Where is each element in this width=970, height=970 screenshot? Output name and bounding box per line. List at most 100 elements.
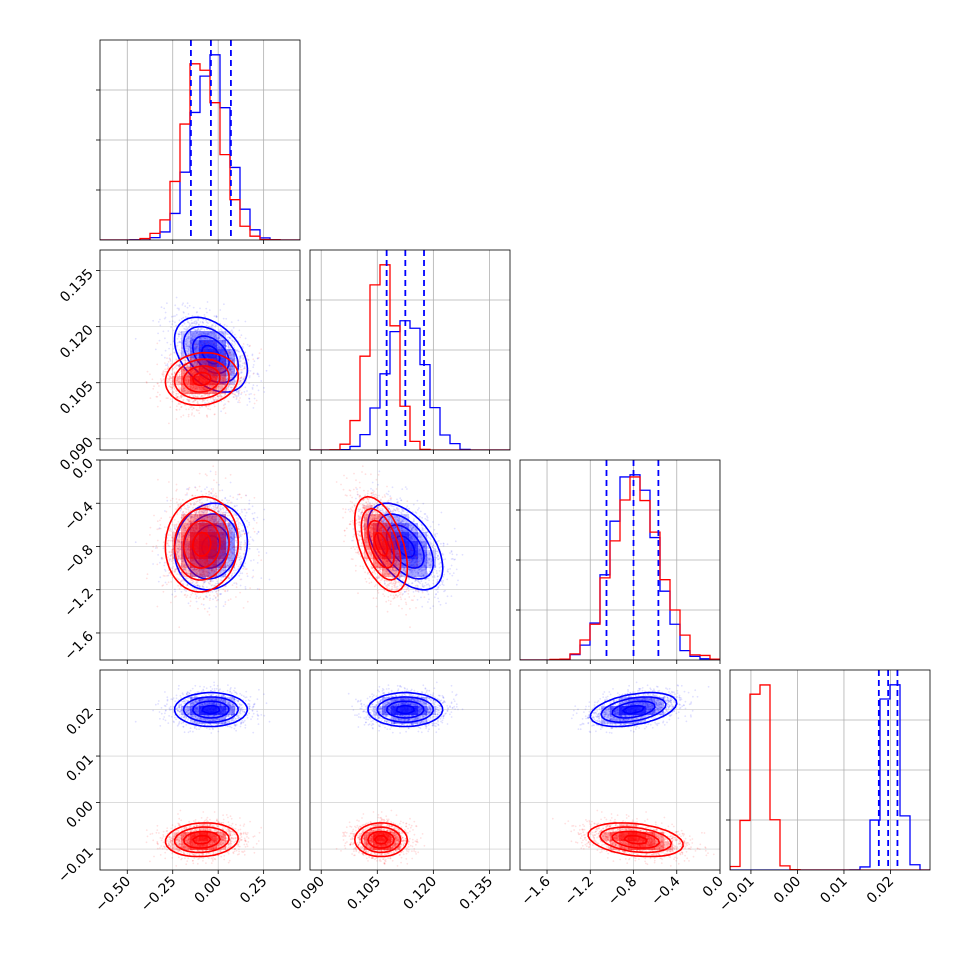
sample-point — [242, 380, 245, 383]
sample-point — [248, 393, 251, 396]
sample-point — [228, 368, 231, 371]
sample-point — [233, 396, 235, 398]
sample-point — [224, 374, 227, 377]
sample-point — [178, 397, 181, 400]
sample-point — [240, 334, 243, 337]
sample-point — [232, 382, 235, 384]
sample-point — [219, 309, 222, 311]
sample-point — [219, 346, 221, 349]
sample-point — [225, 373, 228, 375]
sample-point — [213, 342, 215, 344]
sample-point — [197, 328, 200, 331]
sample-point — [224, 412, 227, 415]
sample-point — [212, 331, 215, 333]
sample-point — [171, 386, 174, 389]
sample-point — [243, 362, 246, 364]
sample-point — [209, 397, 212, 400]
sample-point — [192, 332, 194, 335]
sample-point — [209, 331, 212, 334]
sample-point — [177, 333, 180, 336]
sample-point — [165, 364, 167, 367]
sample-point — [210, 326, 213, 329]
sample-point — [179, 509, 182, 512]
sample-point — [207, 332, 210, 335]
sample-point — [191, 412, 194, 414]
sample-point — [237, 361, 240, 364]
sample-point — [204, 362, 207, 365]
sample-point — [244, 355, 247, 358]
sample-point — [196, 331, 198, 334]
sample-point — [239, 364, 242, 366]
sample-point — [193, 329, 196, 331]
sample-point — [221, 378, 224, 381]
sample-point — [203, 350, 206, 352]
sample-point — [178, 402, 180, 405]
density-cell — [226, 367, 235, 376]
sample-point — [244, 518, 247, 520]
sample-point — [198, 329, 201, 332]
sample-point — [199, 337, 201, 340]
sample-point — [230, 376, 233, 379]
sample-point — [175, 408, 178, 411]
sample-point — [197, 328, 200, 330]
sample-point — [218, 329, 221, 331]
sample-point — [202, 318, 205, 321]
sample-point — [228, 351, 231, 354]
sample-point — [212, 324, 214, 327]
sample-point — [212, 580, 214, 583]
sample-point — [201, 321, 204, 323]
sample-point — [218, 483, 220, 486]
sample-point — [207, 331, 210, 333]
sample-point — [231, 386, 233, 389]
sample-point — [185, 338, 187, 341]
sample-point — [157, 382, 159, 385]
sample-point — [176, 405, 178, 408]
sample-point — [229, 495, 232, 497]
sample-point — [229, 352, 232, 355]
sample-point — [231, 365, 233, 368]
sample-point — [224, 350, 227, 353]
sample-point — [229, 349, 232, 351]
sample-point — [233, 346, 236, 349]
sample-point — [168, 422, 170, 425]
sample-point — [222, 375, 225, 378]
sample-point — [196, 362, 198, 365]
sample-point — [236, 509, 239, 512]
sample-point — [134, 541, 137, 544]
sample-point — [172, 393, 175, 395]
sample-point — [251, 386, 254, 389]
sample-point — [202, 332, 205, 334]
sample-point — [164, 362, 166, 364]
sample-point — [187, 326, 190, 329]
sample-point — [228, 367, 230, 370]
sample-point — [226, 359, 228, 362]
sample-point — [188, 337, 191, 339]
sample-point — [186, 398, 188, 401]
sample-point — [228, 349, 231, 352]
sample-point — [250, 393, 252, 395]
sample-point — [166, 363, 169, 365]
sample-point — [180, 352, 183, 354]
sample-point — [167, 378, 170, 381]
sample-point — [239, 380, 242, 383]
sample-point — [219, 330, 222, 333]
sample-point — [210, 331, 213, 334]
sample-point — [232, 371, 235, 374]
sample-point — [192, 306, 195, 309]
sample-point — [168, 379, 171, 382]
sample-point — [210, 335, 212, 337]
sample-point — [226, 325, 228, 327]
sample-point — [190, 322, 193, 325]
sample-point — [225, 345, 228, 347]
sample-point — [184, 360, 187, 363]
sample-point — [185, 338, 188, 341]
sample-point — [244, 351, 247, 353]
sample-point — [263, 387, 265, 389]
sample-point — [230, 382, 233, 385]
sample-point — [166, 368, 169, 371]
sample-point — [170, 392, 173, 395]
sample-point — [216, 378, 219, 381]
sample-point — [226, 349, 229, 352]
density-cell — [217, 358, 226, 367]
